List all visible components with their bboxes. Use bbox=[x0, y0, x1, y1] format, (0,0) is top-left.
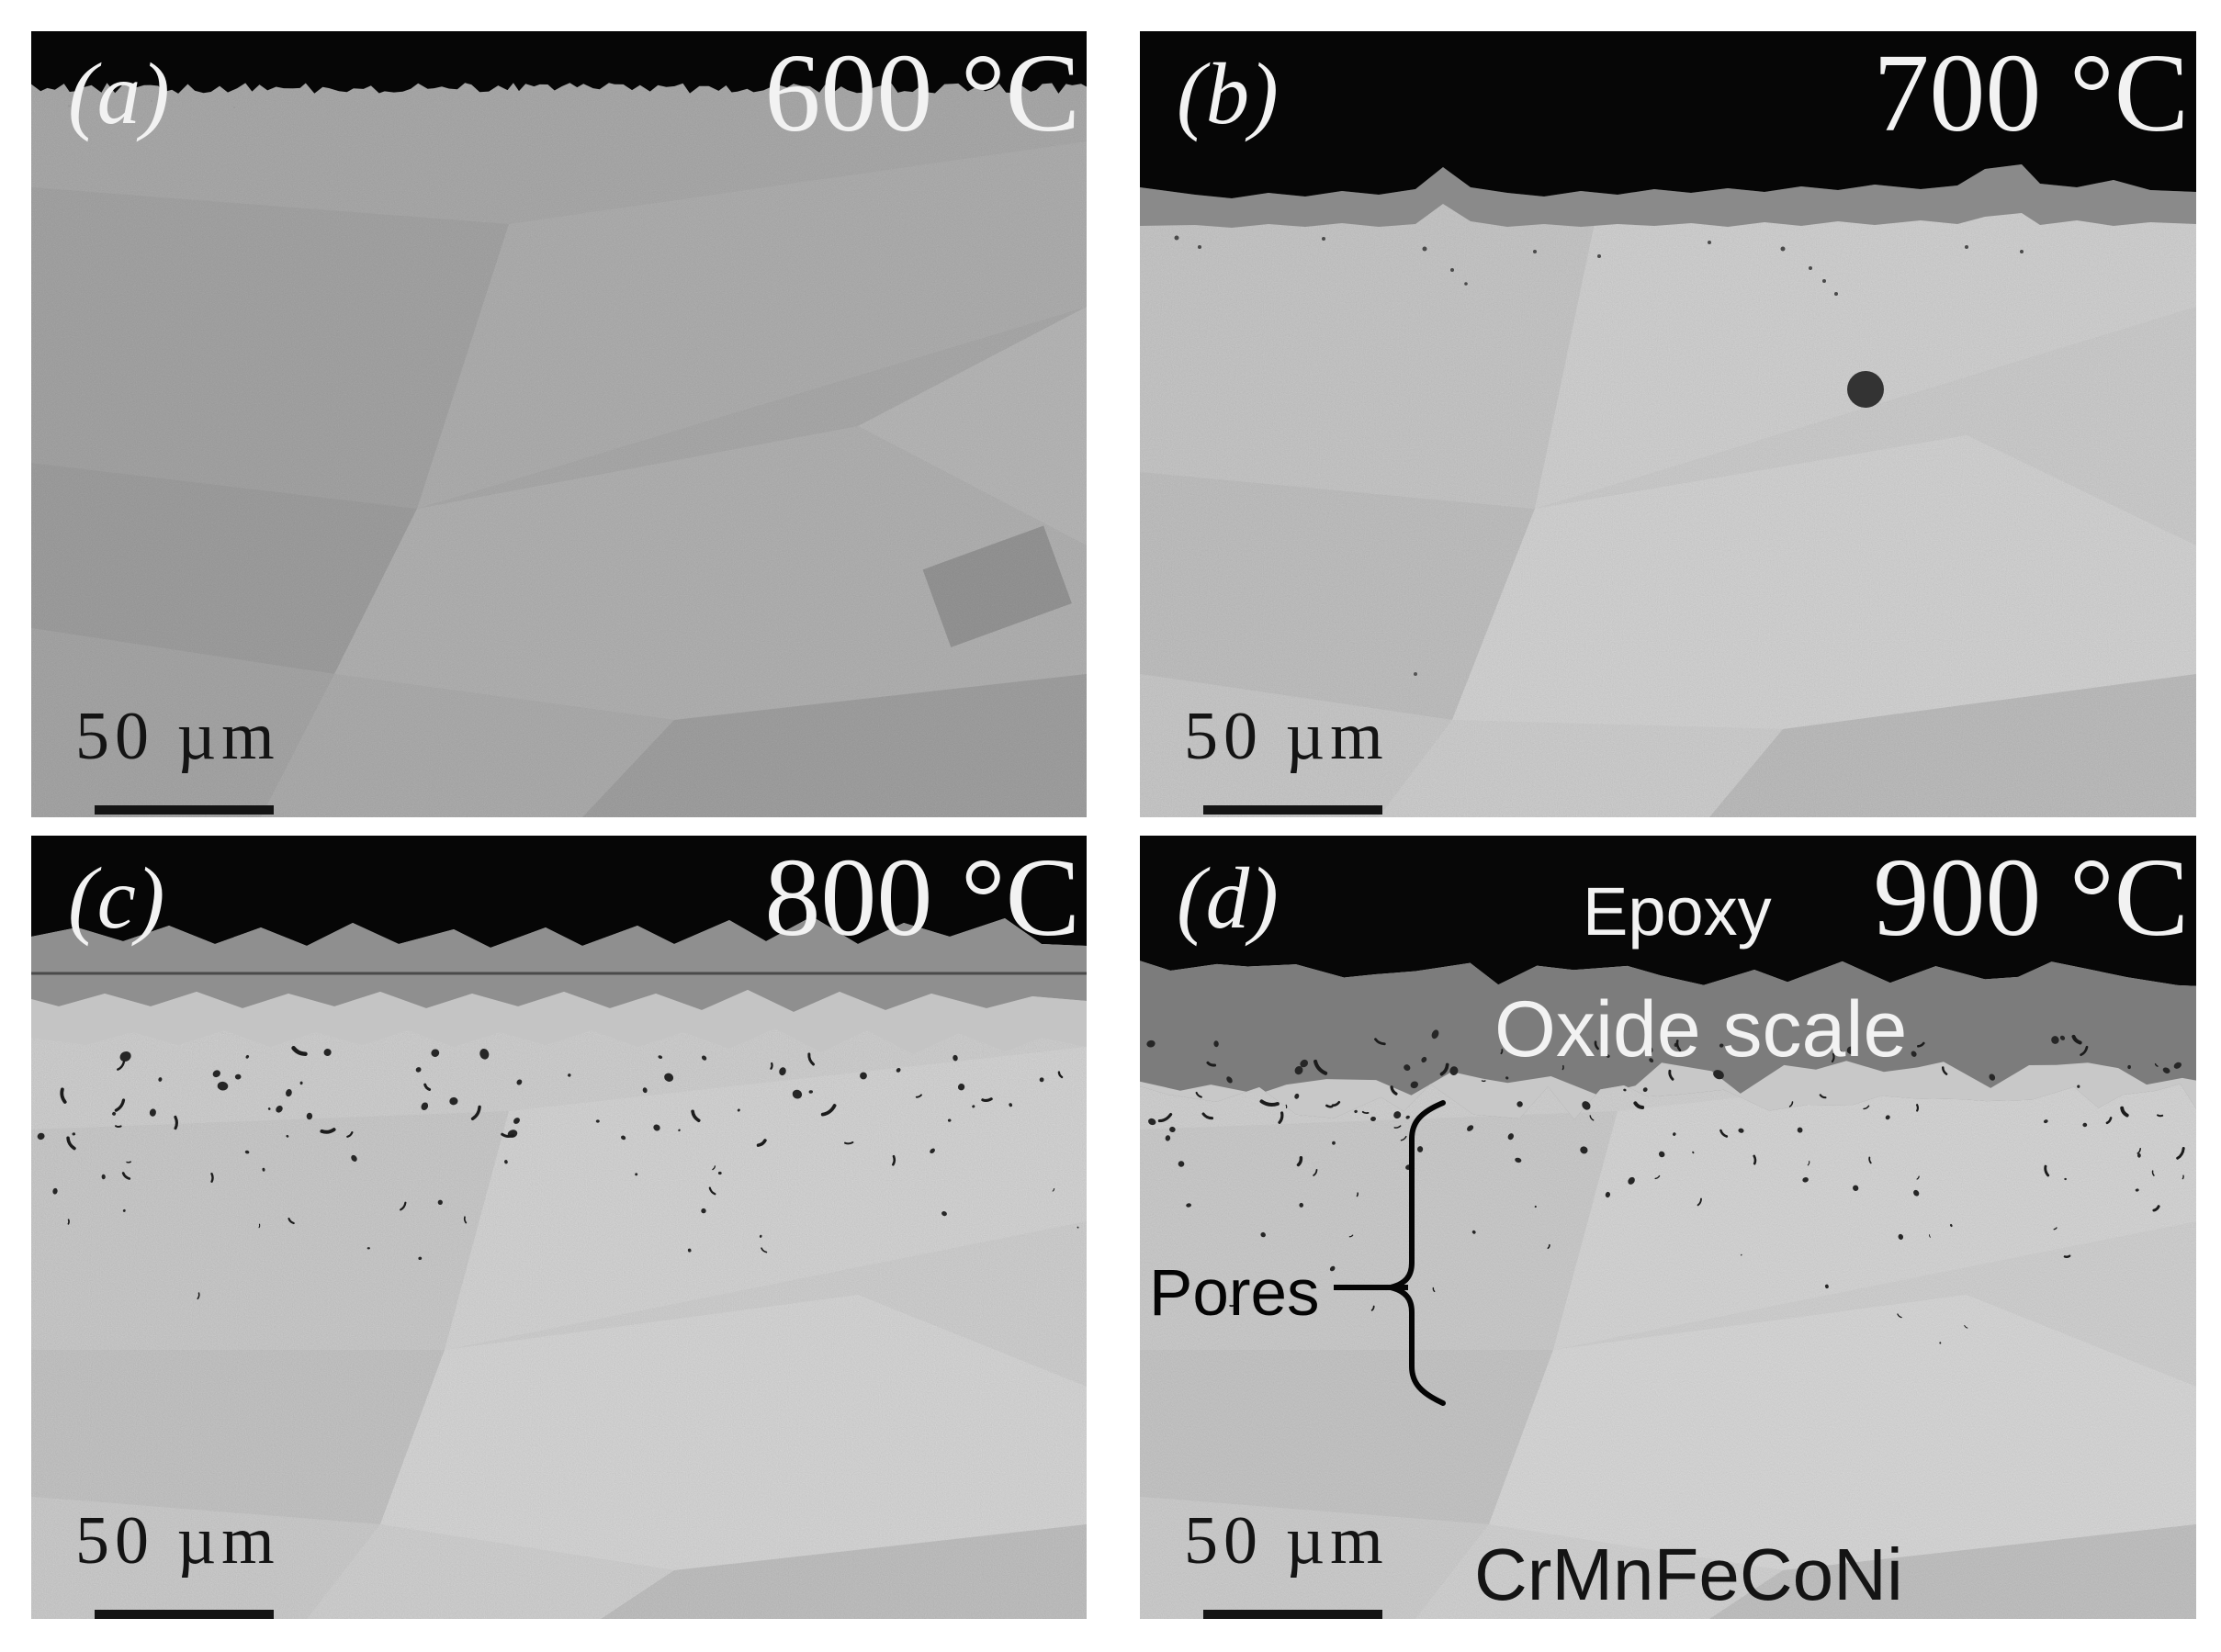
svg-text:50 µm: 50 µm bbox=[75, 1503, 280, 1579]
svg-text:(b): (b) bbox=[1177, 45, 1279, 142]
svg-text:600 °C: 600 °C bbox=[764, 31, 1080, 155]
svg-text:Oxide scale: Oxide scale bbox=[1494, 985, 1907, 1073]
svg-text:(a): (a) bbox=[68, 45, 170, 142]
svg-text:(c): (c) bbox=[68, 849, 164, 947]
svg-text:Pores: Pores bbox=[1149, 1257, 1319, 1330]
svg-text:50 µm: 50 µm bbox=[75, 699, 280, 774]
svg-text:(d): (d) bbox=[1177, 849, 1279, 947]
svg-text:800 °C: 800 °C bbox=[764, 836, 1080, 960]
svg-text:900 °C: 900 °C bbox=[1873, 836, 2189, 960]
svg-text:CrMnFeCoNi: CrMnFeCoNi bbox=[1474, 1534, 1903, 1615]
svg-text:Epoxy: Epoxy bbox=[1583, 873, 1772, 950]
svg-text:50 µm: 50 µm bbox=[1184, 699, 1389, 774]
svg-text:50 µm: 50 µm bbox=[1184, 1503, 1389, 1579]
svg-text:700 °C: 700 °C bbox=[1873, 31, 2189, 155]
